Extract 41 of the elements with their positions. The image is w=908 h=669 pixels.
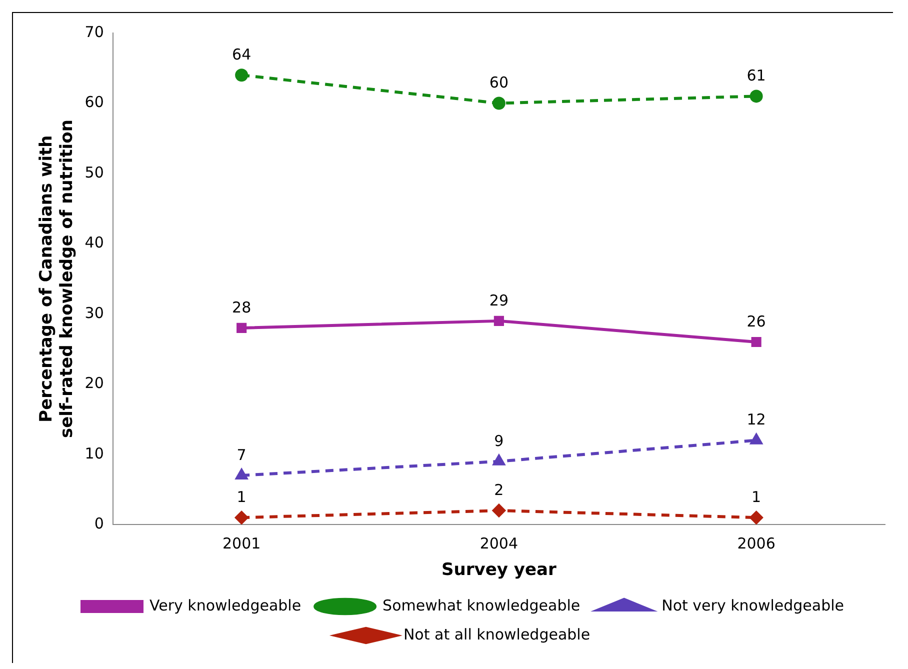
- point: [235, 68, 248, 82]
- point: [492, 504, 506, 518]
- point: [492, 96, 506, 110]
- legend-label: Very knowledgeable: [150, 596, 302, 614]
- y-tick-label: 70: [84, 22, 104, 41]
- y-tick-label: 30: [84, 304, 104, 322]
- point: [750, 90, 763, 103]
- data-label: 9: [494, 432, 504, 450]
- point: [751, 336, 762, 348]
- point: [235, 511, 248, 524]
- data-label: 1: [752, 488, 762, 506]
- data-label: 1: [236, 488, 246, 506]
- legend-label: Not at all knowledgeable: [403, 625, 590, 644]
- data-label: 12: [746, 410, 766, 429]
- y-tick-label: 60: [84, 93, 104, 112]
- point: [236, 468, 248, 480]
- y-tick-label: 50: [84, 163, 104, 182]
- y-tick-label: 10: [84, 444, 104, 462]
- point: [750, 434, 762, 444]
- data-label: 2: [494, 480, 504, 499]
- y-tick-label: 20: [84, 374, 104, 392]
- data-label: 26: [746, 312, 766, 330]
- legend-label: Somewhat knowledgeable: [382, 596, 580, 614]
- point: [750, 511, 763, 524]
- y-tick-label: 0: [94, 514, 104, 532]
- point: [493, 454, 505, 466]
- data-label: 28: [232, 298, 252, 316]
- x-tick-label: 2001: [222, 534, 261, 552]
- x-axis-title: Survey year: [442, 560, 557, 580]
- x-tick-label: 2004: [480, 534, 518, 552]
- data-label: 60: [489, 74, 508, 92]
- data-label: 29: [489, 291, 508, 310]
- legend-label: Not very knowledgeable: [662, 596, 844, 614]
- y-tick-label: 40: [84, 234, 104, 252]
- data-label: 7: [236, 446, 246, 464]
- x-tick-label: 2006: [737, 534, 776, 552]
- data-label: 61: [746, 66, 766, 85]
- point: [494, 316, 504, 326]
- data-label: 64: [232, 46, 252, 64]
- y-axis-title: Percentage of Canadians with self-rated knowledge of nutrition: [36, 120, 78, 438]
- point: [236, 322, 247, 333]
